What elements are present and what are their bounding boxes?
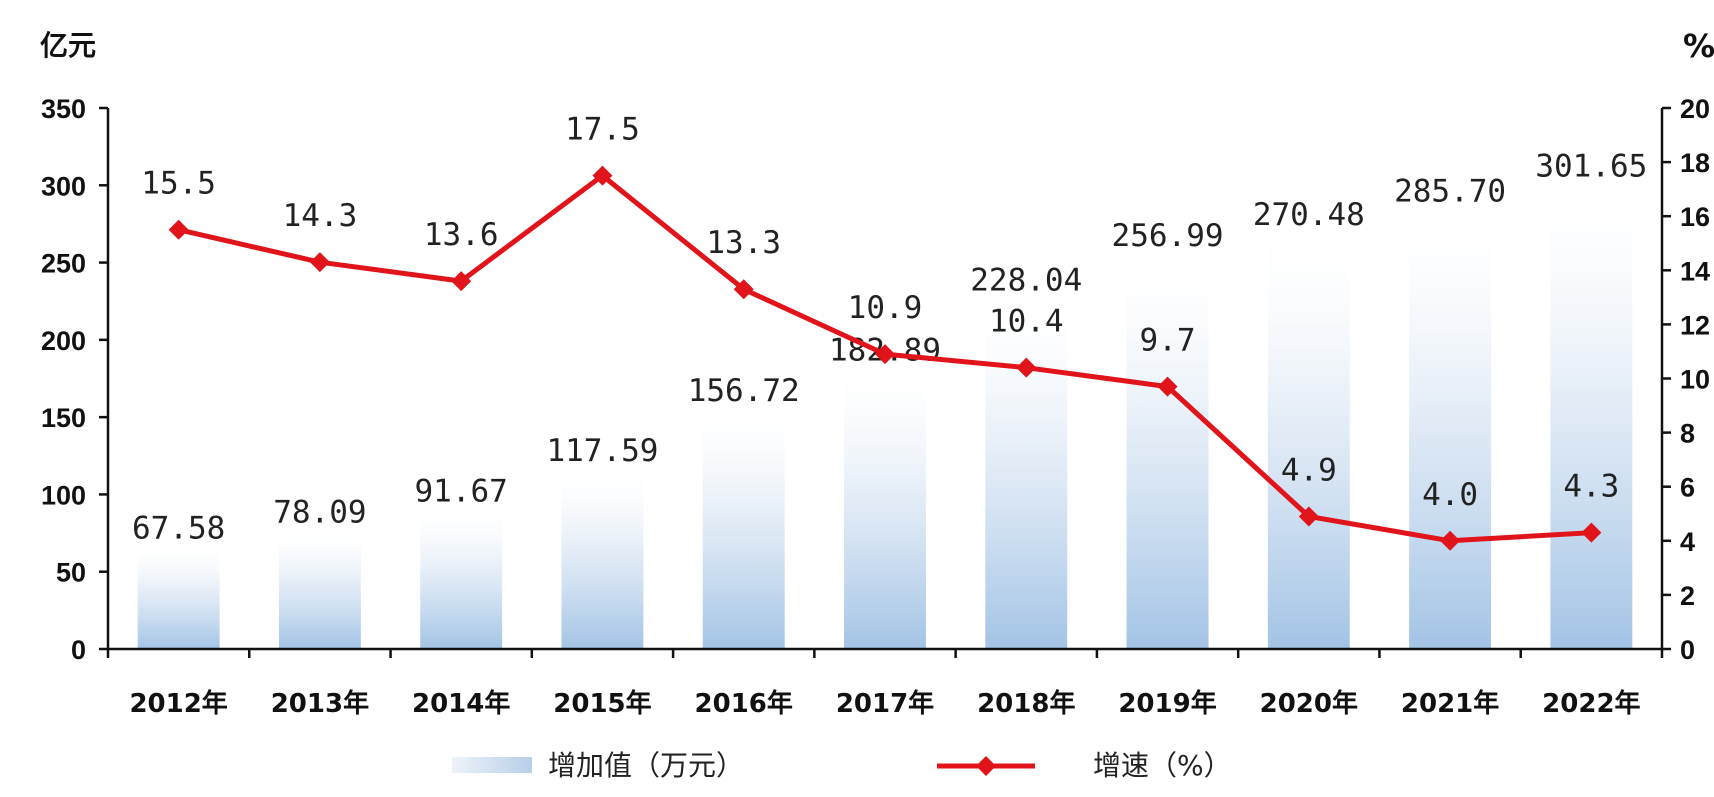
- bar: [1126, 251, 1209, 649]
- growth-point: [1298, 506, 1319, 527]
- left-tick-label: 150: [41, 403, 86, 433]
- bar: [1409, 207, 1492, 649]
- growth-line-series: [168, 165, 1602, 551]
- growth-point: [592, 165, 613, 186]
- left-axis-unit: 亿元: [40, 29, 96, 62]
- bar: [844, 366, 926, 649]
- legend-bar-label: 增加值（万元）: [548, 749, 744, 782]
- x-tick-label: 2016年: [695, 688, 793, 719]
- left-tick-label: 0: [71, 635, 86, 665]
- growth-point: [733, 279, 754, 300]
- growth-point: [309, 252, 330, 273]
- left-tick-label: 200: [41, 326, 86, 356]
- bar: [1267, 230, 1350, 649]
- legend-line-marker: [976, 756, 996, 776]
- bar-value-label: 256.99: [1112, 218, 1224, 254]
- x-tick-label: 2022年: [1542, 688, 1640, 719]
- growth-value-label: 10.4: [989, 304, 1064, 340]
- left-tick-label: 350: [41, 94, 86, 124]
- x-tick-label: 2015年: [553, 688, 651, 719]
- x-tick-label: 2021年: [1401, 688, 1499, 719]
- bar-value-label: 91.67: [415, 473, 508, 509]
- right-tick-label: 2: [1680, 581, 1695, 611]
- x-tick-label: 2013年: [271, 688, 369, 719]
- line-data-labels: 15.5 14.3 13.6 17.5 13.3 10.9 10.4 9.7 4.9 4.0 4.3: [141, 112, 1619, 513]
- growth-value-label: 9.7: [1140, 323, 1196, 359]
- left-tick-label: 100: [41, 480, 86, 510]
- growth-point: [875, 344, 895, 365]
- growth-value-label: 13.6: [424, 217, 499, 253]
- x-tick-label: 2019年: [1118, 688, 1216, 719]
- bar-value-label: 285.70: [1394, 173, 1506, 209]
- bar-series: [137, 182, 1633, 649]
- bar: [985, 296, 1068, 649]
- growth-point: [1581, 522, 1602, 543]
- left-tick-label: 50: [56, 558, 86, 588]
- growth-value-label: 10.9: [848, 290, 923, 326]
- legend: 增加值（万元） 增速（%）: [452, 749, 1232, 782]
- right-axis: % 0 2 4 6 8 10 12 14 16 18 20: [1660, 27, 1714, 665]
- growth-value-label: 4.0: [1422, 477, 1478, 513]
- x-tick-label: 2014年: [412, 688, 510, 719]
- x-tick-label: 2020年: [1260, 688, 1358, 719]
- right-tick-label: 12: [1680, 310, 1710, 340]
- right-tick-label: 18: [1680, 148, 1710, 178]
- bar: [561, 467, 644, 649]
- bar-value-label: 117.59: [546, 433, 658, 469]
- bar: [137, 544, 220, 649]
- bar-value-label: 301.65: [1535, 149, 1647, 185]
- bar-value-label: 67.58: [132, 511, 225, 547]
- growth-point: [168, 219, 189, 240]
- right-tick-label: 6: [1680, 473, 1695, 503]
- growth-point: [451, 271, 472, 292]
- x-axis: 2012年 2013年 2014年 2015年 2016年 2017年 2018年 2019年…: [106, 647, 1664, 719]
- bar-value-label: 78.09: [273, 494, 366, 530]
- growth-value-label: 4.3: [1563, 469, 1619, 505]
- bar: [702, 406, 785, 649]
- bar-value-label: 228.04: [970, 263, 1082, 299]
- left-tick-label: 300: [41, 171, 86, 201]
- growth-value-label: 15.5: [141, 166, 216, 202]
- right-tick-label: 20: [1680, 94, 1710, 124]
- growth-point: [1016, 357, 1037, 378]
- bar: [420, 507, 503, 649]
- bar: [278, 528, 361, 649]
- growth-point: [1440, 530, 1461, 551]
- x-tick-label: 2012年: [129, 688, 227, 719]
- right-tick-label: 10: [1680, 365, 1710, 395]
- right-tick-label: 14: [1680, 256, 1710, 286]
- legend-bar-swatch: [452, 757, 532, 773]
- growth-value-label: 4.9: [1281, 452, 1337, 488]
- growth-value-label: 13.3: [706, 225, 781, 261]
- x-tick-label: 2018年: [977, 688, 1075, 719]
- growth-value-label: 14.3: [283, 198, 358, 234]
- left-tick-label: 250: [41, 249, 86, 279]
- right-tick-label: 8: [1680, 419, 1695, 449]
- right-tick-label: 4: [1680, 527, 1695, 557]
- bar: [1550, 182, 1633, 649]
- legend-line-label: 增速（%）: [1093, 749, 1232, 782]
- right-tick-label: 0: [1680, 635, 1695, 665]
- right-tick-label: 16: [1680, 202, 1710, 232]
- x-tick-label: 2017年: [836, 688, 934, 719]
- bar-value-label: 270.48: [1253, 197, 1365, 233]
- left-axis: 亿元 0 50 100 150 200 250 300 350: [40, 29, 110, 665]
- right-axis-unit: %: [1683, 27, 1714, 65]
- bar-value-label: 156.72: [688, 373, 800, 409]
- growth-value-label: 17.5: [565, 112, 640, 148]
- growth-point: [1157, 376, 1178, 397]
